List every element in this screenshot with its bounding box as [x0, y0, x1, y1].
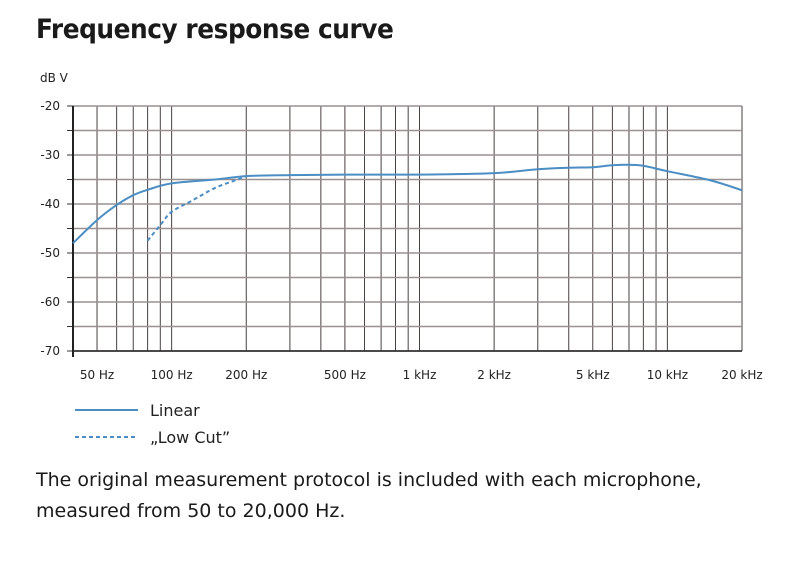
footnote-line-2: measured from 50 to 20,000 Hz.: [36, 500, 346, 522]
x-tick-label: 200 Hz: [225, 368, 267, 382]
y-tick-label: -60: [40, 295, 60, 309]
footnote-line-1: The original measurement protocol is inc…: [36, 469, 702, 491]
y-tick-label: -20: [40, 99, 60, 113]
x-tick-label: 2 kHz: [477, 368, 511, 382]
legend-label: „Low Cut”: [150, 428, 230, 447]
frequency-response-chart: dB V -20 -30 -40 -50 -60 -70 50 Hz 100 Hz 200 Hz…: [40, 71, 763, 447]
footnote: The original measurement protocol is inc…: [36, 465, 702, 527]
x-tick-label: 50 Hz: [80, 368, 114, 382]
x-tick-label: 500 Hz: [324, 368, 366, 382]
series-line-low-cut: [146, 175, 247, 242]
x-tick-label: 1 kHz: [403, 368, 437, 382]
y-axis-label: dB V: [40, 71, 69, 85]
y-tick-label: -50: [40, 246, 60, 260]
x-tick-label: 20 kHz: [721, 368, 762, 382]
y-tick-label: -30: [40, 148, 60, 162]
chart-title: Frequency response curve: [36, 14, 394, 45]
x-tick-label: 10 kHz: [647, 368, 688, 382]
y-tick-label: -40: [40, 197, 60, 211]
series-line-linear: [72, 163, 743, 244]
legend-label: Linear: [150, 401, 200, 420]
y-tick-label: -70: [40, 344, 60, 358]
x-tick-label: 5 kHz: [576, 368, 610, 382]
x-tick-label: 100 Hz: [151, 368, 193, 382]
